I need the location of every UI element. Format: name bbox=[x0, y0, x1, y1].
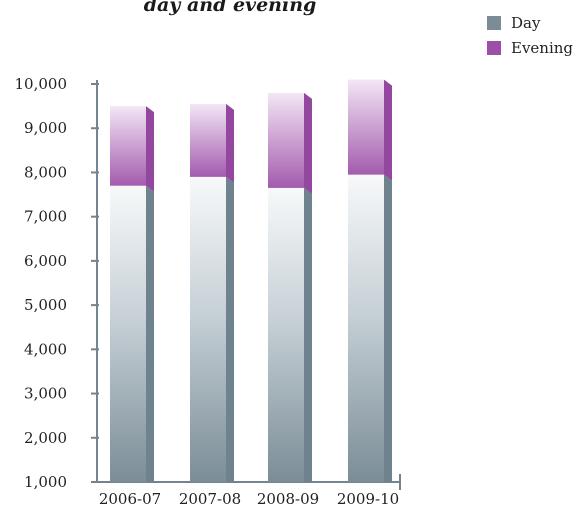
x-tick-label: 2009-10 bbox=[337, 490, 399, 508]
y-tick-label: 5,000 bbox=[24, 296, 67, 314]
x-tick-label: 2008-09 bbox=[257, 490, 319, 508]
bar-day-side bbox=[226, 176, 234, 482]
bar-evening bbox=[268, 92, 304, 188]
y-tick-label: 9,000 bbox=[24, 119, 67, 137]
y-tick-label: 7,000 bbox=[24, 208, 67, 226]
bar-day bbox=[110, 185, 146, 482]
y-tick-label: 1,000 bbox=[24, 473, 67, 491]
y-tick-label: 3,000 bbox=[24, 385, 67, 403]
bar-evening bbox=[348, 79, 384, 175]
legend: Day Evening bbox=[487, 12, 573, 62]
bar-evening-side bbox=[146, 106, 154, 192]
bar-evening-side bbox=[226, 103, 234, 183]
y-tick-label: 4,000 bbox=[24, 340, 67, 358]
legend-item-evening: Evening bbox=[487, 37, 573, 59]
legend-swatch-evening bbox=[487, 41, 501, 55]
legend-item-day: Day bbox=[487, 12, 573, 34]
legend-label-evening: Evening bbox=[511, 39, 574, 57]
bar-day bbox=[268, 187, 304, 482]
y-tick-label: 2,000 bbox=[24, 429, 67, 447]
x-tick-label: 2006-07 bbox=[99, 490, 161, 508]
legend-swatch-day bbox=[487, 16, 501, 30]
x-tick-label: 2007-08 bbox=[179, 490, 241, 508]
bar-day bbox=[348, 174, 384, 482]
bar-evening-side bbox=[384, 79, 392, 181]
bar-day-side bbox=[384, 174, 392, 482]
chart-title: day and evening bbox=[143, 0, 317, 16]
y-tick-label: 10,000 bbox=[15, 75, 68, 93]
bar-day-side bbox=[304, 187, 312, 482]
bar-evening-side bbox=[304, 92, 312, 194]
bar-evening bbox=[110, 106, 146, 186]
y-tick-label: 6,000 bbox=[24, 252, 67, 270]
bar-day bbox=[190, 176, 226, 482]
bar-day-side bbox=[146, 185, 154, 482]
y-tick-label: 8,000 bbox=[24, 163, 67, 181]
bar-evening bbox=[190, 103, 226, 177]
legend-label-day: Day bbox=[511, 14, 541, 32]
